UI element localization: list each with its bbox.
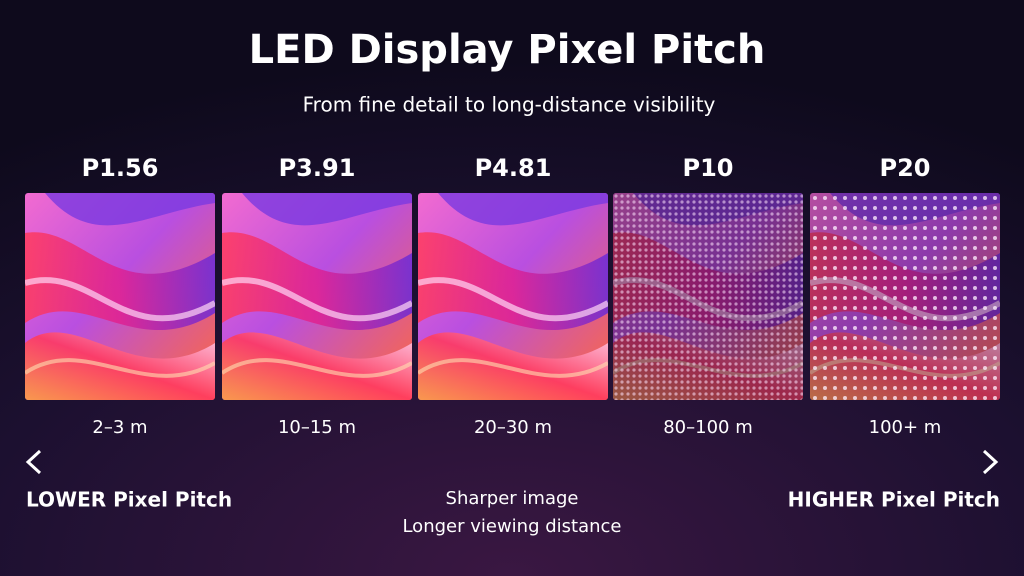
panel-art <box>222 193 412 400</box>
panel-label: P20 <box>880 154 931 182</box>
pixel-overlay <box>613 193 803 400</box>
scale-left: LOWER Pixel Pitch <box>26 488 232 512</box>
panel-distance: 10–15 m <box>278 417 356 438</box>
panel-distance: 2–3 m <box>92 417 147 438</box>
panel-art <box>418 193 608 400</box>
scale-note: Sharper image <box>446 488 579 509</box>
panel-image <box>418 193 608 400</box>
panel-distance: 20–30 m <box>474 417 552 438</box>
arrow-head-left <box>25 449 42 475</box>
panel-label: P3.91 <box>279 154 356 182</box>
panel-distance: 100+ m <box>869 417 942 438</box>
panel-label: P4.81 <box>475 154 552 182</box>
panel-label: P10 <box>683 154 734 182</box>
panel-image <box>222 193 412 400</box>
subtitle: From fine detail to long-distance visibi… <box>303 93 716 117</box>
scale-right: HIGHER Pixel Pitch <box>788 488 1000 512</box>
panel-label: P1.56 <box>82 154 159 182</box>
panel-image <box>25 193 215 400</box>
scale-note: Longer viewing distance <box>402 516 621 537</box>
arrow-head-right <box>982 449 999 475</box>
panels: P1.56 2–3 m P3.91 10–15 m P4.81 20–30 m P10 80–… <box>25 154 1000 438</box>
panel-image <box>613 193 803 400</box>
panel-image <box>810 193 1000 400</box>
pixel-overlay <box>810 193 1000 400</box>
panel-distance: 80–100 m <box>663 417 753 438</box>
panel-art <box>25 193 215 400</box>
title: LED Display Pixel Pitch <box>249 27 766 73</box>
